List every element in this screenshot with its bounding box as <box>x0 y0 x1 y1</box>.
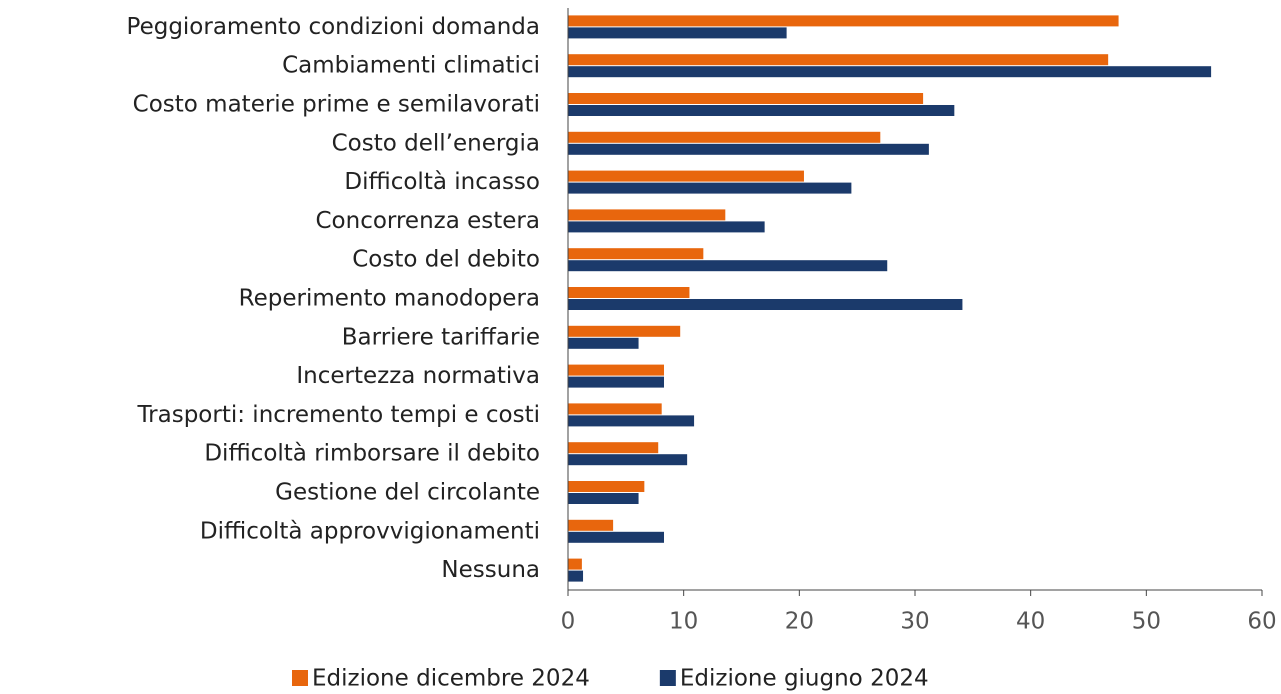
y-tick-label: Incertezza normativa <box>296 363 540 389</box>
y-tick-label: Difficoltà approvvigionamenti <box>200 518 540 544</box>
y-tick-label: Costo del debito <box>352 247 540 273</box>
bar <box>568 454 688 466</box>
bar <box>568 493 639 504</box>
legend-label: Edizione giugno 2024 <box>680 666 929 692</box>
bar <box>568 415 695 427</box>
bar <box>568 260 888 272</box>
y-tick-label: Reperimento manodopera <box>239 286 540 312</box>
x-tick-label: 10 <box>669 609 698 635</box>
bar <box>568 248 704 260</box>
bar <box>568 570 584 582</box>
x-tick-label: 20 <box>785 609 814 635</box>
bar <box>568 364 665 376</box>
bar <box>568 170 804 182</box>
x-tick-label: 60 <box>1247 609 1276 635</box>
x-tick-label: 50 <box>1132 609 1161 635</box>
bar <box>568 143 929 155</box>
bar <box>568 325 681 337</box>
x-tick-label: 40 <box>1016 609 1045 635</box>
bar <box>568 287 690 298</box>
bar <box>568 558 582 570</box>
bar <box>568 403 662 415</box>
y-tick-label: Gestione del circolante <box>275 480 540 506</box>
bar <box>568 481 645 492</box>
y-tick-label: Trasporti: incremento tempi e costi <box>137 402 541 428</box>
y-tick-label: Difficoltà rimborsare il debito <box>204 441 540 467</box>
x-tick-label: 30 <box>900 609 929 635</box>
legend-swatch <box>292 670 308 686</box>
bar <box>568 337 639 349</box>
y-tick-label: Barriere tariffarie <box>342 324 540 350</box>
bar <box>568 27 787 39</box>
bar <box>568 376 665 388</box>
y-tick-label: Nessuna <box>441 557 540 583</box>
y-tick-label: Peggioramento condizioni domanda <box>127 14 540 40</box>
y-tick-label: Cambiamenti climatici <box>282 53 540 79</box>
bar <box>568 105 955 116</box>
bar <box>568 299 963 310</box>
bar <box>568 15 1119 27</box>
legend-swatch <box>659 670 676 686</box>
bar <box>568 209 726 221</box>
bar <box>568 54 1109 66</box>
bar <box>568 531 665 543</box>
y-tick-label: Costo materie prime e semilavorati <box>133 92 540 118</box>
y-tick-label: Concorrenza estera <box>316 208 541 234</box>
x-tick-label: 0 <box>561 609 576 635</box>
bar <box>568 182 852 194</box>
y-tick-label: Difficoltà incasso <box>344 169 540 195</box>
bar <box>568 66 1212 78</box>
bar <box>568 442 659 454</box>
bar <box>568 519 614 531</box>
legend-label: Edizione dicembre 2024 <box>312 666 590 692</box>
bar <box>568 93 924 104</box>
bar <box>568 131 881 143</box>
bar <box>568 221 765 233</box>
y-tick-label: Costo dell’energia <box>332 130 540 156</box>
